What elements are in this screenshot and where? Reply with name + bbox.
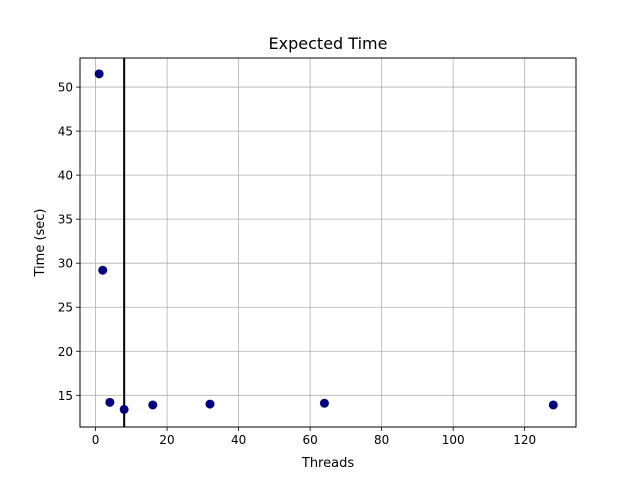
y-tick-label: 30 <box>58 257 73 271</box>
data-point <box>148 400 158 410</box>
plot-area-frame <box>79 57 577 428</box>
data-point <box>94 69 104 79</box>
data-point <box>105 397 115 407</box>
y-tick-label: 40 <box>58 169 73 183</box>
y-tick-label: 45 <box>58 125 73 139</box>
data-point <box>319 398 329 408</box>
x-axis-label: Threads <box>301 456 354 471</box>
data-point <box>205 399 215 409</box>
y-tick-label: 50 <box>58 81 73 95</box>
y-tick-label: 20 <box>58 345 73 359</box>
y-tick-label: 25 <box>58 301 73 315</box>
x-tick-label: 20 <box>159 433 174 447</box>
x-tick-label: 120 <box>513 433 536 447</box>
data-point <box>119 404 129 414</box>
y-axis-label: Time (sec) <box>33 208 48 277</box>
grid-lines <box>80 58 576 427</box>
x-tick-label: 0 <box>92 433 100 447</box>
data-point <box>98 265 108 275</box>
x-tick-label: 60 <box>302 433 317 447</box>
data-point <box>548 400 558 410</box>
data-points <box>94 69 558 414</box>
x-axis-ticks: 0 20 40 60 80 100 120 <box>92 427 536 447</box>
x-tick-label: 100 <box>442 433 465 447</box>
x-tick-label: 80 <box>374 433 389 447</box>
y-axis-ticks: 15 20 25 30 35 40 45 50 <box>58 81 80 403</box>
y-tick-label: 35 <box>58 213 73 227</box>
x-tick-label: 40 <box>231 433 246 447</box>
y-tick-label: 15 <box>58 389 73 403</box>
chart-title: Expected Time <box>269 34 388 53</box>
